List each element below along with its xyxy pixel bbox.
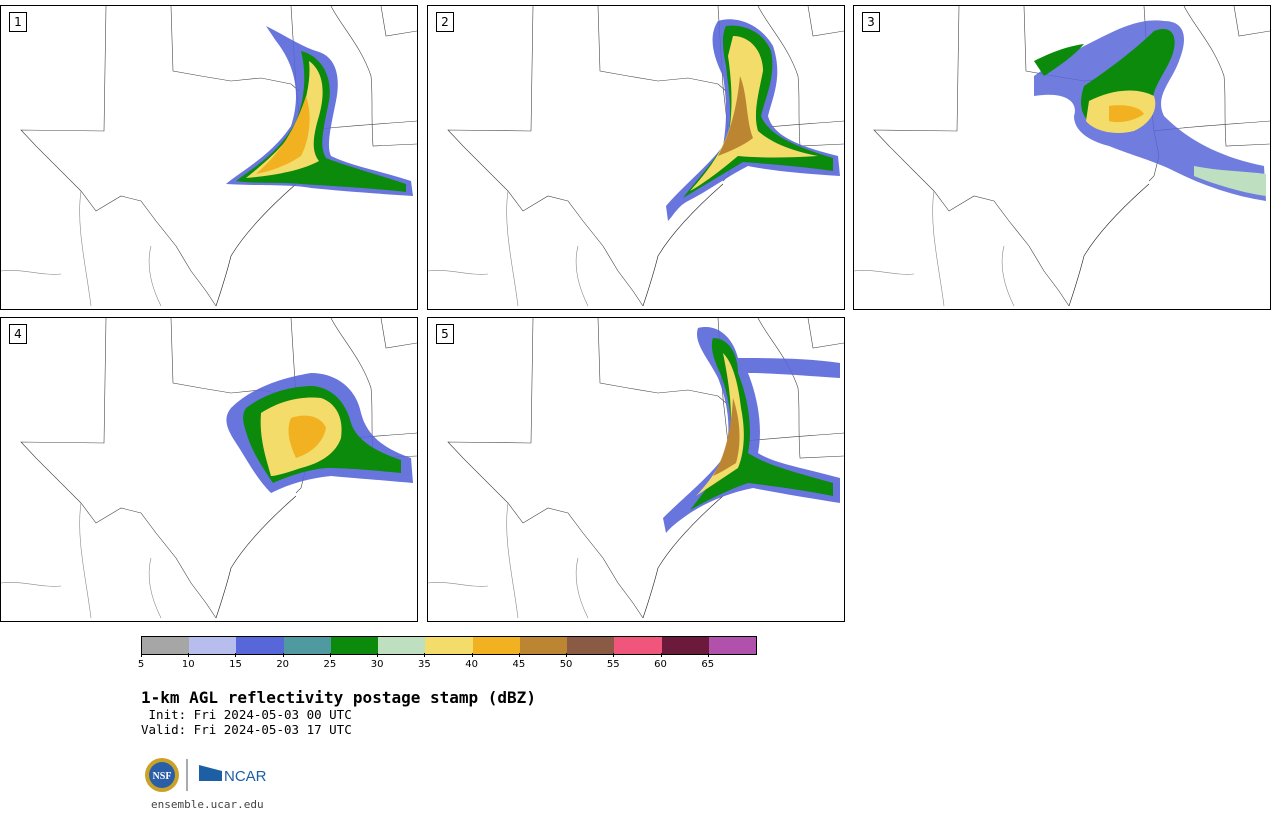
colorbar-swatch bbox=[614, 637, 662, 654]
colorbar-tick-label: 45 bbox=[512, 659, 526, 670]
product-title: 1-km AGL reflectivity postage stamp (dBZ… bbox=[141, 688, 536, 707]
colorbar-tick bbox=[188, 653, 190, 657]
reflectivity-colorbar bbox=[141, 636, 757, 655]
colorbar-swatch bbox=[567, 637, 615, 654]
colorbar-tick-label: 10 bbox=[181, 659, 195, 670]
map-panel-5[interactable]: 5 bbox=[427, 317, 845, 622]
panel-number: 1 bbox=[9, 12, 27, 32]
colorbar-swatch bbox=[330, 637, 379, 654]
colorbar-tick-label: 65 bbox=[701, 659, 715, 670]
colorbar-swatch bbox=[236, 637, 284, 654]
colorbar-swatch bbox=[708, 637, 757, 654]
site-url[interactable]: ensemble.ucar.edu bbox=[151, 798, 264, 811]
colorbar-tick-label: 5 bbox=[137, 659, 145, 670]
colorbar-ticks: 5 10 15 20 25 30 35 40 45 50 55 60 65 bbox=[137, 653, 755, 673]
colorbar-tick bbox=[141, 653, 142, 657]
panel-number: 3 bbox=[862, 12, 880, 32]
panel-number: 2 bbox=[436, 12, 454, 32]
storm-cluster bbox=[226, 26, 413, 196]
colorbar-tick bbox=[329, 653, 331, 657]
colorbar-tick bbox=[471, 653, 473, 657]
colorbar-swatch bbox=[519, 637, 568, 654]
colorbar-tick bbox=[660, 653, 662, 657]
map-panel-3[interactable]: 3 bbox=[853, 5, 1271, 310]
colorbar-tick-label: 25 bbox=[323, 659, 337, 670]
colorbar-tick-label: 55 bbox=[606, 659, 620, 670]
colorbar-swatch bbox=[472, 637, 520, 654]
storm-cluster bbox=[1034, 20, 1266, 201]
map-panel-1[interactable]: 1 bbox=[0, 5, 418, 310]
storm-cluster bbox=[226, 373, 413, 493]
colorbar-tick bbox=[566, 653, 568, 657]
svg-text:NSF: NSF bbox=[153, 771, 172, 782]
colorbar-tick-label: 60 bbox=[654, 659, 667, 670]
colorbar-tick bbox=[707, 653, 709, 657]
colorbar-tick bbox=[613, 653, 615, 657]
panel-2-map bbox=[428, 6, 844, 307]
panel-number: 5 bbox=[436, 324, 454, 344]
colorbar-tick bbox=[518, 653, 520, 657]
colorbar-tick bbox=[235, 653, 237, 657]
ncar-logo-icon: NCAR bbox=[199, 765, 267, 785]
logos: NSF NCAR bbox=[145, 758, 267, 792]
svg-text:NCAR: NCAR bbox=[224, 768, 267, 785]
valid-time: Valid: Fri 2024-05-03 17 UTC bbox=[141, 722, 352, 737]
panel-3-map bbox=[854, 6, 1270, 307]
colorbar-tick-label: 15 bbox=[229, 659, 242, 670]
colorbar-tick-label: 30 bbox=[370, 659, 384, 670]
panel-5-map bbox=[428, 318, 844, 619]
colorbar-tick bbox=[282, 653, 284, 657]
panel-4-map bbox=[1, 318, 417, 619]
colorbar-tick-label: 40 bbox=[465, 659, 478, 670]
colorbar-swatch bbox=[189, 637, 237, 654]
colorbar-tick-label: 20 bbox=[276, 659, 290, 670]
colorbar-swatch bbox=[378, 637, 426, 654]
colorbar-tick bbox=[377, 653, 379, 657]
map-panel-2[interactable]: 2 bbox=[427, 5, 845, 310]
colorbar-swatch bbox=[283, 637, 331, 654]
panel-number: 4 bbox=[9, 324, 27, 344]
colorbar-tick bbox=[424, 653, 426, 657]
storm-cluster bbox=[666, 19, 840, 221]
colorbar-swatch bbox=[661, 637, 709, 654]
colorbar-swatch bbox=[142, 637, 190, 654]
panel-1-map bbox=[1, 6, 417, 307]
colorbar-tick-label: 35 bbox=[418, 659, 431, 670]
nsf-logo-icon: NSF bbox=[145, 758, 179, 792]
colorbar-tick-label: 50 bbox=[559, 659, 573, 670]
init-time: Init: Fri 2024-05-03 00 UTC bbox=[141, 707, 352, 722]
colorbar-swatch bbox=[425, 637, 473, 654]
map-panel-4[interactable]: 4 bbox=[0, 317, 418, 622]
storm-cluster bbox=[663, 327, 840, 533]
